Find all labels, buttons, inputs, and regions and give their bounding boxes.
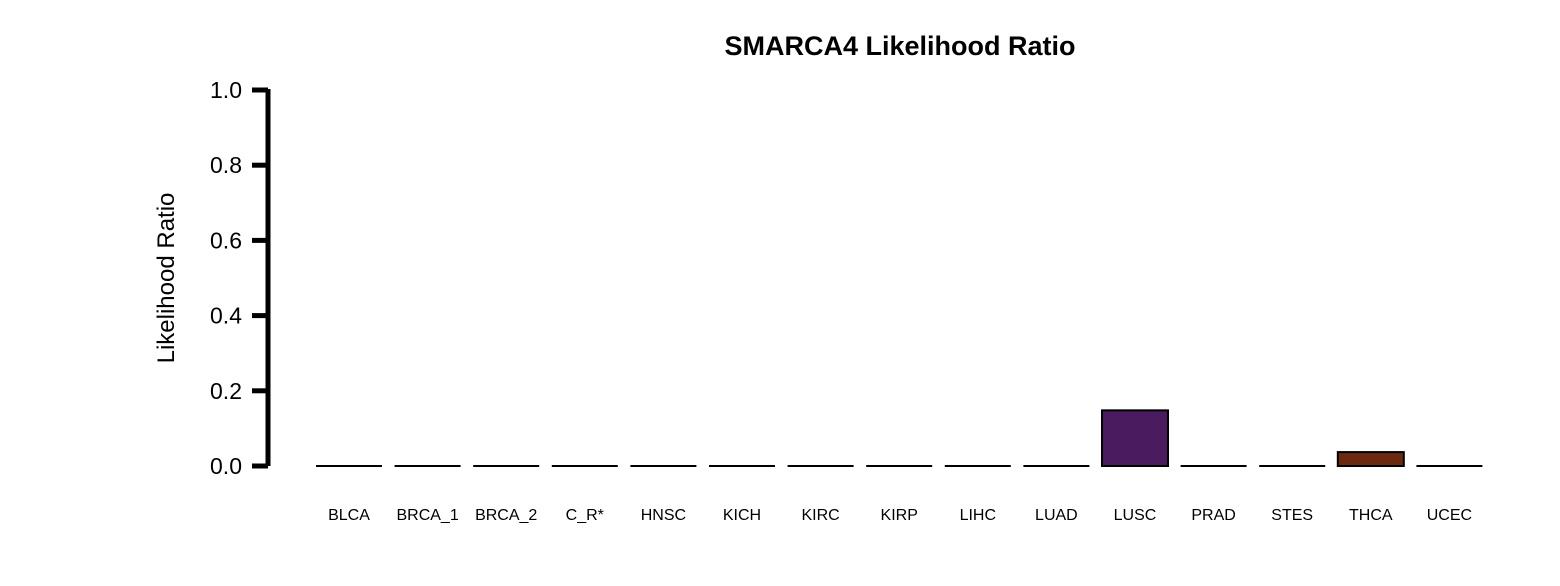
x-tick-label: LUAD: [1035, 507, 1078, 524]
bar-lusc: [1101, 409, 1169, 467]
x-tick-label: BLCA: [328, 507, 370, 524]
chart-title: SMARCA4 Likelihood Ratio: [724, 31, 1075, 61]
x-tick-label: KIRP: [881, 507, 918, 524]
y-tick-label: 0.0: [210, 453, 242, 479]
y-tick-label: 0.6: [210, 227, 242, 253]
x-tick-label: C_R*: [566, 507, 604, 524]
x-tick-label: BRCA_1: [396, 507, 458, 524]
y-axis-ticks: 0.0 0.2 0.4 0.6 0.8 1.0: [210, 77, 268, 479]
x-axis-tick-labels: BLCA BRCA_1 BRCA_2 C_R* HNSC KICH KIRC KIRP LIHC…: [328, 507, 1472, 524]
bars: [316, 409, 1483, 468]
x-tick-label: STES: [1271, 507, 1313, 524]
x-tick-label: UCEC: [1427, 507, 1472, 524]
x-tick-label: KIRC: [801, 507, 839, 524]
x-tick-label: BRCA_2: [475, 507, 537, 524]
x-tick-label: KICH: [723, 507, 761, 524]
x-tick-label: PRAD: [1191, 507, 1235, 524]
y-axis-label: Likelihood Ratio: [153, 193, 180, 364]
x-tick-label: LIHC: [960, 507, 996, 524]
y-tick-label: 0.2: [210, 378, 242, 404]
y-tick-label: 1.0: [210, 77, 242, 103]
x-tick-label: LUSC: [1114, 507, 1157, 524]
bar-thca: [1336, 451, 1405, 468]
x-tick-label: HNSC: [641, 507, 686, 524]
y-tick-label: 0.4: [210, 303, 242, 329]
y-tick-label: 0.8: [210, 152, 242, 178]
x-tick-label: THCA: [1349, 507, 1393, 524]
